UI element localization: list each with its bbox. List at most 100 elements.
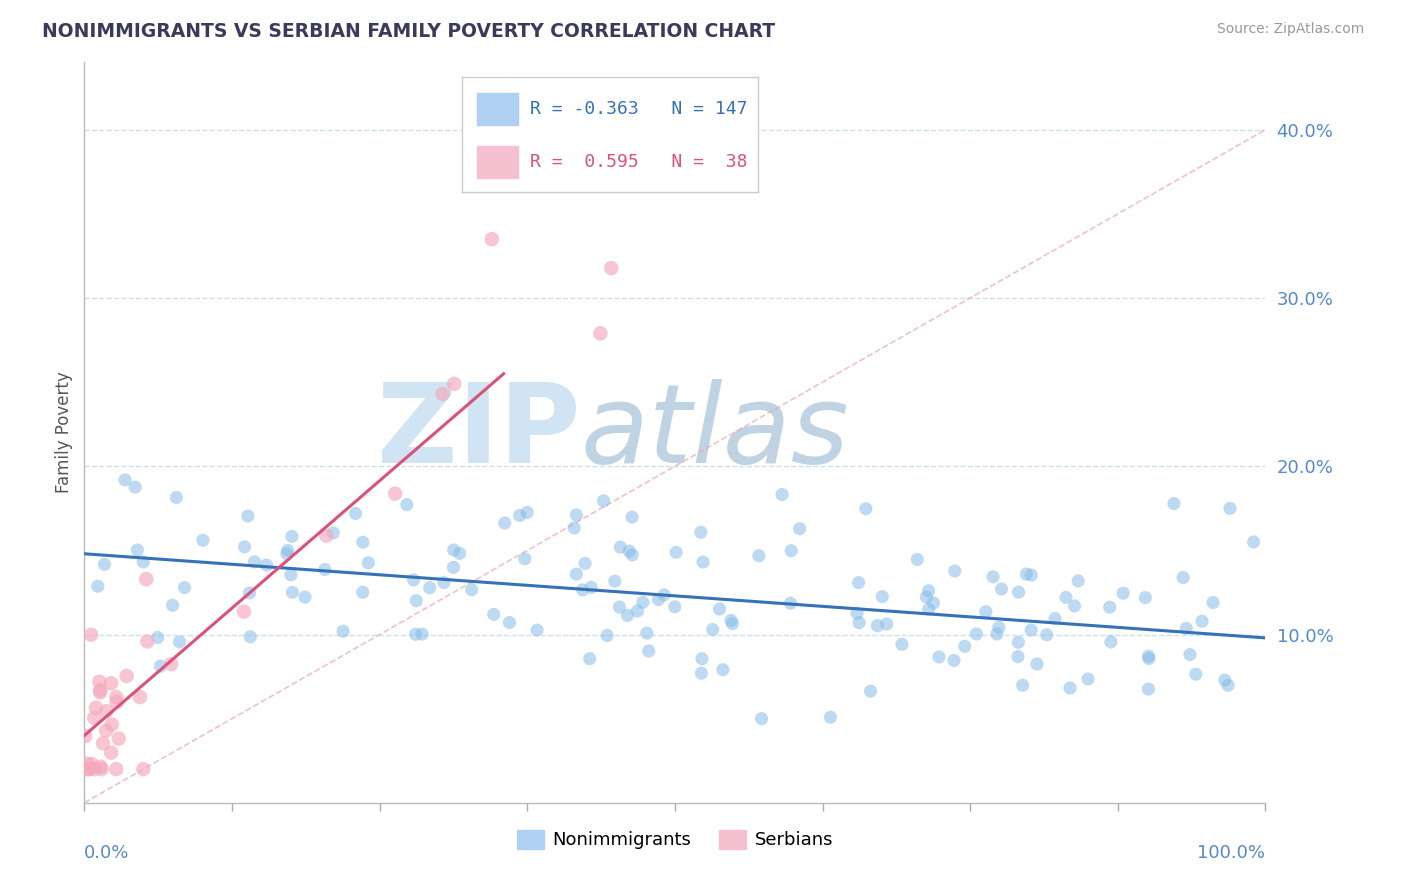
Point (565, 567, 588, 582)
Point (711, 663, 734, 677)
Point (820, 710, 842, 724)
Point (77, 762, 100, 776)
Point (1163, 496, 1185, 510)
Point (905, 552, 928, 566)
Point (1026, 657, 1049, 671)
Point (647, 592, 669, 607)
Point (83, 711, 105, 725)
Point (1098, 600, 1121, 615)
Point (1011, 678, 1033, 692)
Point (721, 616, 744, 631)
Point (636, 626, 658, 640)
Point (953, 640, 976, 654)
Point (589, 326, 612, 341)
Point (928, 649, 950, 664)
Point (281, 529, 304, 543)
Point (1067, 574, 1090, 588)
Point (1007, 649, 1029, 664)
Point (690, 666, 713, 681)
Point (280, 567, 302, 582)
Point (277, 543, 299, 558)
Point (87, 579, 110, 593)
Point (105, 762, 128, 776)
Point (100, 746, 122, 760)
Point (609, 540, 631, 554)
Point (443, 543, 465, 558)
Point (1171, 571, 1194, 585)
Point (780, 543, 803, 558)
Point (571, 582, 593, 597)
Point (191, 533, 214, 548)
Point (90, 760, 112, 774)
Point (918, 602, 941, 616)
Point (626, 604, 648, 618)
Point (127, 543, 149, 558)
Point (848, 575, 870, 590)
Point (526, 623, 548, 637)
Point (565, 508, 588, 522)
Point (1137, 651, 1160, 665)
Point (748, 549, 770, 563)
Point (449, 546, 471, 560)
Point (665, 545, 688, 559)
Point (915, 590, 938, 604)
Point (101, 717, 124, 731)
Point (692, 555, 714, 569)
Point (256, 558, 278, 572)
Legend: Nonimmigrants, Serbians: Nonimmigrants, Serbians (509, 823, 841, 856)
Point (1054, 591, 1077, 605)
Point (1059, 681, 1081, 695)
Point (76, 762, 98, 776)
Point (132, 555, 155, 569)
Point (981, 570, 1004, 584)
Point (481, 232, 503, 246)
Point (866, 618, 889, 632)
Point (1219, 501, 1241, 516)
Point (855, 501, 877, 516)
Point (419, 581, 441, 595)
Point (124, 480, 146, 494)
Point (779, 596, 801, 610)
Point (402, 573, 425, 587)
Text: atlas: atlas (581, 379, 849, 486)
Point (621, 510, 644, 524)
Point (859, 684, 882, 698)
Point (690, 652, 713, 666)
Point (987, 620, 1010, 634)
Point (1175, 621, 1198, 635)
Point (322, 525, 344, 540)
Point (922, 596, 945, 610)
Point (562, 521, 585, 535)
Point (90, 762, 112, 776)
Point (433, 575, 456, 590)
Point (702, 623, 724, 637)
Point (105, 695, 128, 709)
Point (574, 557, 596, 571)
Point (1137, 682, 1160, 697)
Point (169, 635, 191, 649)
Point (460, 582, 482, 597)
Point (592, 493, 614, 508)
Point (136, 634, 159, 648)
Point (942, 653, 965, 667)
Point (1137, 649, 1160, 664)
Point (405, 593, 427, 607)
Text: NONIMMIGRANTS VS SERBIAN FAMILY POVERTY CORRELATION CHART: NONIMMIGRANTS VS SERBIAN FAMILY POVERTY … (42, 22, 775, 41)
Point (432, 387, 454, 401)
Point (578, 651, 600, 665)
Point (1202, 595, 1225, 609)
Point (146, 631, 169, 645)
Point (236, 508, 259, 523)
Point (233, 605, 256, 619)
Point (89, 674, 111, 689)
Point (276, 547, 298, 561)
Point (352, 585, 374, 599)
Point (281, 585, 304, 599)
Point (1063, 599, 1085, 613)
Point (89, 683, 111, 698)
Point (411, 627, 433, 641)
Point (689, 525, 711, 540)
Point (1007, 635, 1029, 649)
Point (162, 599, 184, 613)
Point (94, 723, 117, 738)
